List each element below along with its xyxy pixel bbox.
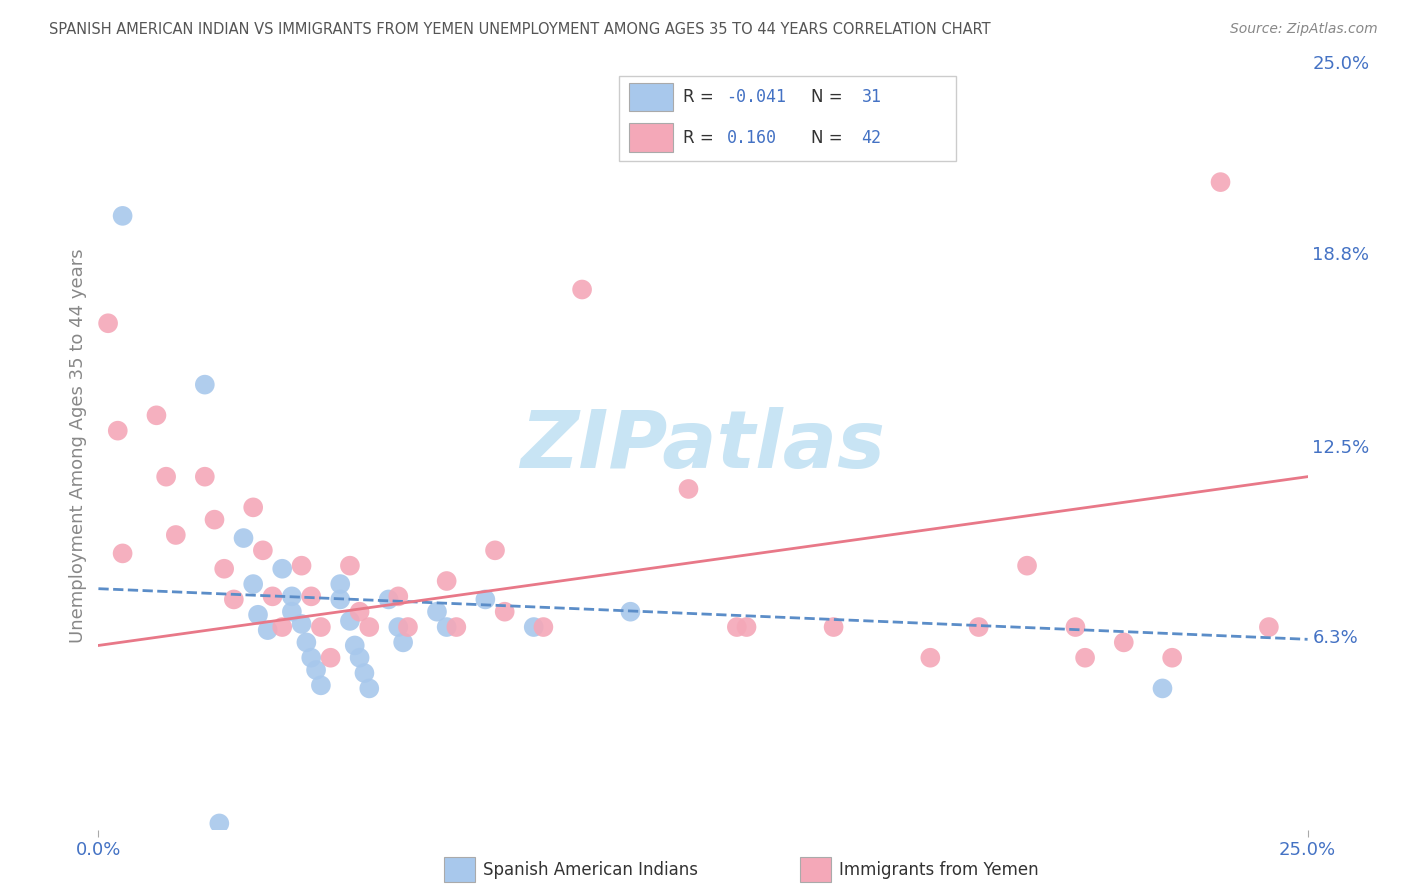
Point [1152, 681, 1174, 696]
Point [353, 666, 375, 681]
Point [290, 558, 312, 573]
Point [155, 469, 177, 483]
Bar [800, 857, 831, 882]
Text: -0.041: -0.041 [727, 88, 786, 106]
Point [436, 620, 458, 634]
Point [735, 620, 758, 634]
Text: 0.160: 0.160 [727, 128, 776, 146]
Point [222, 592, 245, 607]
Point [111, 546, 134, 560]
Point [194, 469, 217, 483]
Point [247, 607, 270, 622]
Point [107, 424, 129, 438]
Point [242, 500, 264, 515]
Point [329, 577, 352, 591]
Text: Source: ZipAtlas.com: Source: ZipAtlas.com [1230, 22, 1378, 37]
Point [387, 620, 409, 634]
Text: 42: 42 [862, 128, 882, 146]
Point [725, 620, 748, 634]
Point [523, 620, 546, 634]
Point [1209, 175, 1232, 189]
Point [571, 283, 593, 297]
Point [1074, 650, 1097, 665]
FancyBboxPatch shape [619, 76, 956, 161]
Point [474, 592, 496, 607]
Point [377, 592, 399, 607]
Point [309, 678, 332, 692]
Point [436, 574, 458, 588]
Text: SPANISH AMERICAN INDIAN VS IMMIGRANTS FROM YEMEN UNEMPLOYMENT AMONG AGES 35 TO 4: SPANISH AMERICAN INDIAN VS IMMIGRANTS FR… [49, 22, 991, 37]
Point [446, 620, 468, 634]
Point [359, 620, 381, 634]
Point [309, 620, 332, 634]
Text: Immigrants from Yemen: Immigrants from Yemen [838, 861, 1038, 879]
Point [339, 558, 361, 573]
Text: 31: 31 [862, 88, 882, 106]
Point [295, 635, 318, 649]
Text: R =: R = [683, 88, 718, 106]
Point [396, 620, 419, 634]
Point [242, 577, 264, 591]
Point [678, 482, 700, 496]
Point [329, 592, 352, 607]
Point [194, 377, 217, 392]
Point [111, 209, 134, 223]
Point [1112, 635, 1135, 649]
Point [920, 650, 942, 665]
Point [484, 543, 506, 558]
Point [1257, 620, 1279, 634]
Point [823, 620, 845, 634]
Point [281, 605, 304, 619]
Point [319, 650, 342, 665]
Text: R =: R = [683, 128, 718, 146]
Point [204, 513, 226, 527]
Point [343, 639, 366, 653]
Point [494, 605, 516, 619]
Text: N =: N = [811, 128, 848, 146]
Point [387, 590, 409, 604]
Point [290, 617, 312, 632]
Point [339, 614, 361, 628]
Point [271, 562, 294, 576]
Point [349, 605, 371, 619]
Point [299, 650, 322, 665]
Bar [444, 857, 475, 882]
Point [271, 620, 294, 634]
Point [97, 316, 120, 330]
Bar [628, 83, 672, 112]
Y-axis label: Unemployment Among Ages 35 to 44 years: Unemployment Among Ages 35 to 44 years [69, 249, 87, 643]
Point [305, 663, 328, 677]
Point [426, 605, 449, 619]
Point [1015, 558, 1038, 573]
Point [212, 562, 235, 576]
Text: N =: N = [811, 88, 848, 106]
Point [1161, 650, 1184, 665]
Bar [628, 123, 672, 152]
Point [165, 528, 187, 542]
Point [531, 620, 554, 634]
Point [967, 620, 990, 634]
Point [232, 531, 254, 545]
Point [281, 590, 304, 604]
Point [145, 409, 167, 423]
Point [1064, 620, 1087, 634]
Text: Spanish American Indians: Spanish American Indians [484, 861, 697, 879]
Point [252, 543, 274, 558]
Point [299, 590, 322, 604]
Text: ZIPatlas: ZIPatlas [520, 407, 886, 485]
Point [359, 681, 381, 696]
Point [349, 650, 371, 665]
Point [256, 623, 278, 637]
Point [208, 816, 231, 830]
Point [619, 605, 641, 619]
Point [392, 635, 415, 649]
Point [262, 590, 284, 604]
